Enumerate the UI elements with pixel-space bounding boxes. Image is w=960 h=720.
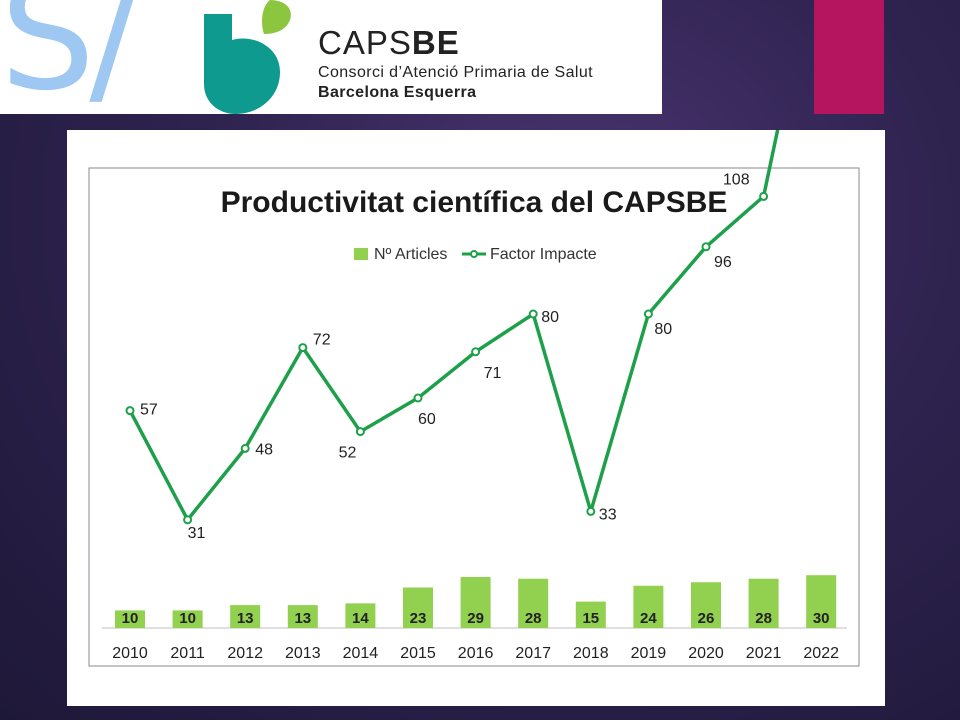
accent-block (814, 0, 884, 114)
impact-point-2014 (355, 427, 365, 437)
brand-subtitle-1: Consorci d’Atenció Primaria de Salut (318, 64, 593, 81)
x-tick-label-2013: 2013 (285, 645, 321, 662)
impact-label-2020: 96 (714, 254, 732, 271)
bar-label-2022: 30 (813, 610, 830, 627)
impact-point-2021 (759, 191, 769, 201)
impact-label-2012: 48 (255, 441, 273, 458)
impact-point-2012 (240, 443, 250, 453)
bars-group: 10 10 13 13 14 23 29 28 15 24 26 28 30 (115, 575, 837, 628)
impact-point-2019 (643, 309, 653, 319)
bar-2011 (172, 610, 203, 628)
impact-label-2013: 72 (313, 332, 331, 349)
impact-label-2010: 57 (140, 402, 158, 419)
header-logo-panel: S/ CAPSBE Consorci d’Atenció Primaria de… (0, 0, 662, 114)
impact-point-2017 (528, 309, 538, 319)
x-tick-label-2011: 2011 (170, 645, 205, 662)
x-tick-label-2016: 2016 (458, 645, 494, 662)
impact-label-2017: 80 (541, 309, 559, 326)
bar-2012 (230, 605, 261, 628)
impact-label-2015: 60 (418, 411, 436, 428)
impact-point-2011 (183, 515, 193, 525)
x-tick-label-2017: 2017 (515, 645, 551, 662)
bar-label-2011: 10 (179, 610, 196, 627)
line-series-group: 5731487252607180338096108173 (125, 130, 780, 542)
brand-subtitle-2: Barcelona Esquerra (318, 84, 477, 101)
x-tick-label-2019: 2019 (631, 645, 667, 662)
bar-label-2014: 14 (352, 610, 369, 627)
impact-point-2020 (701, 242, 711, 252)
x-tick-label-2022: 2022 (803, 645, 839, 662)
bar-label-2010: 10 (122, 610, 139, 627)
impact-label-2014: 52 (339, 445, 357, 462)
legend: Nº Articles Factor Impacte (354, 246, 597, 263)
impact-label-2016: 71 (484, 365, 502, 382)
chart-title: Productivitat científica del CAPSBE (221, 186, 728, 219)
bar-2015 (403, 587, 433, 628)
bar-label-2016: 29 (467, 610, 484, 627)
bar-label-2013: 13 (294, 610, 311, 627)
s-logo-mark: S/ (0, 0, 140, 124)
brand-name: CAPSBE (318, 24, 460, 62)
impact-point-2013 (298, 343, 308, 353)
bar-2020 (691, 582, 721, 628)
x-tick-label-2014: 2014 (343, 645, 379, 662)
brand-suffix: BE (411, 24, 460, 61)
chart-panel: Productivitat científica del CAPSBE Nº A… (67, 130, 885, 706)
x-tick-label-2018: 2018 (573, 645, 609, 662)
brand-prefix: CAPS (318, 24, 412, 61)
bar-label-2012: 13 (237, 610, 254, 627)
bar-label-2020: 26 (698, 610, 715, 627)
x-tick-labels: 2010 2011 2012 2013 2014 2015 2016 2017 2018 2019… (112, 645, 839, 662)
bar-label-2019: 24 (640, 610, 657, 627)
impact-label-2018: 33 (599, 506, 617, 523)
impact-point-2018 (586, 506, 596, 516)
legend-impact-swatch-marker (470, 250, 478, 258)
impact-point-2016 (471, 347, 481, 357)
bar-2013 (287, 605, 318, 628)
bar-label-2021: 28 (755, 610, 772, 627)
x-tick-label-2021: 2021 (746, 645, 782, 662)
bar-2017 (518, 578, 549, 628)
x-tick-label-2015: 2015 (400, 645, 436, 662)
bar-2021 (748, 578, 779, 628)
bar-2018 (575, 601, 606, 628)
bar-2019 (633, 585, 664, 628)
chart-frame (88, 167, 860, 667)
x-tick-label-2010: 2010 (112, 645, 148, 662)
bar-2022 (806, 575, 837, 628)
bar-2010 (115, 610, 145, 628)
impact-point-2015 (413, 393, 423, 403)
impact-point-2010 (125, 406, 135, 416)
bar-label-2015: 23 (410, 610, 427, 627)
bar-label-2017: 28 (525, 610, 542, 627)
legend-articles-swatch (354, 248, 368, 260)
impact-label-2011: 31 (188, 525, 206, 542)
impact-label-2021: 108 (723, 171, 750, 188)
x-tick-label-2020: 2020 (688, 645, 724, 662)
bar-label-2018: 15 (582, 610, 599, 627)
chart: Productivitat científica del CAPSBE Nº A… (88, 130, 860, 667)
capsbe-b-logo-icon (204, 0, 291, 114)
impact-label-2019: 80 (654, 321, 672, 338)
legend-articles-label: Nº Articles (374, 246, 447, 263)
x-tick-label-2012: 2012 (227, 645, 263, 662)
legend-impact-label: Factor Impacte (490, 246, 597, 263)
bar-2016 (460, 576, 491, 628)
bar-2014 (345, 603, 376, 628)
